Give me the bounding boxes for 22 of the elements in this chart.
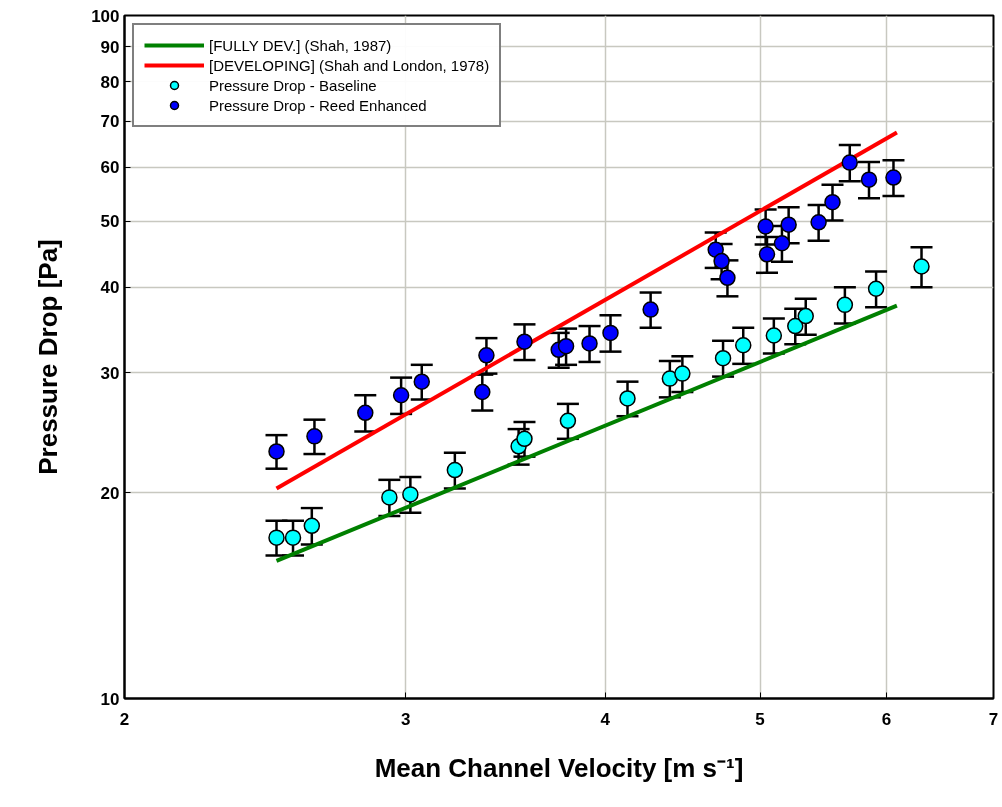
- y-tick-label: 70: [100, 112, 120, 132]
- y-tick-label: 30: [100, 363, 120, 383]
- legend-label: [DEVELOPING] (Shah and London, 1978): [209, 56, 490, 74]
- y-tick-label: 100: [91, 6, 120, 26]
- y-tick-label: 40: [100, 278, 120, 298]
- x-tick-label: 7: [988, 709, 999, 729]
- y-tick-label: 90: [100, 37, 120, 57]
- x-tick-label: 6: [881, 709, 892, 729]
- x-tick-label: 5: [755, 709, 765, 729]
- legend-label: [FULLY DEV.] (Shah, 1987): [209, 36, 392, 54]
- y-tick-label: 50: [100, 212, 120, 232]
- x-axis-title: Mean Channel Velocity [m s⁻¹]: [374, 752, 744, 783]
- legend-label: Pressure Drop - Baseline: [209, 76, 377, 94]
- x-tick-label: 2: [119, 709, 130, 729]
- y-tick-label: 20: [100, 483, 120, 503]
- x-tick-label: 3: [401, 709, 411, 729]
- legend-label: Pressure Drop - Reed Enhanced: [209, 96, 427, 114]
- x-tick-label: 4: [600, 709, 611, 729]
- y-tick-label: 10: [100, 689, 120, 709]
- y-axis-title: Pressure Drop [Pa]: [33, 239, 64, 475]
- y-tick-label: 60: [100, 158, 120, 178]
- y-tick-label: 80: [100, 72, 120, 92]
